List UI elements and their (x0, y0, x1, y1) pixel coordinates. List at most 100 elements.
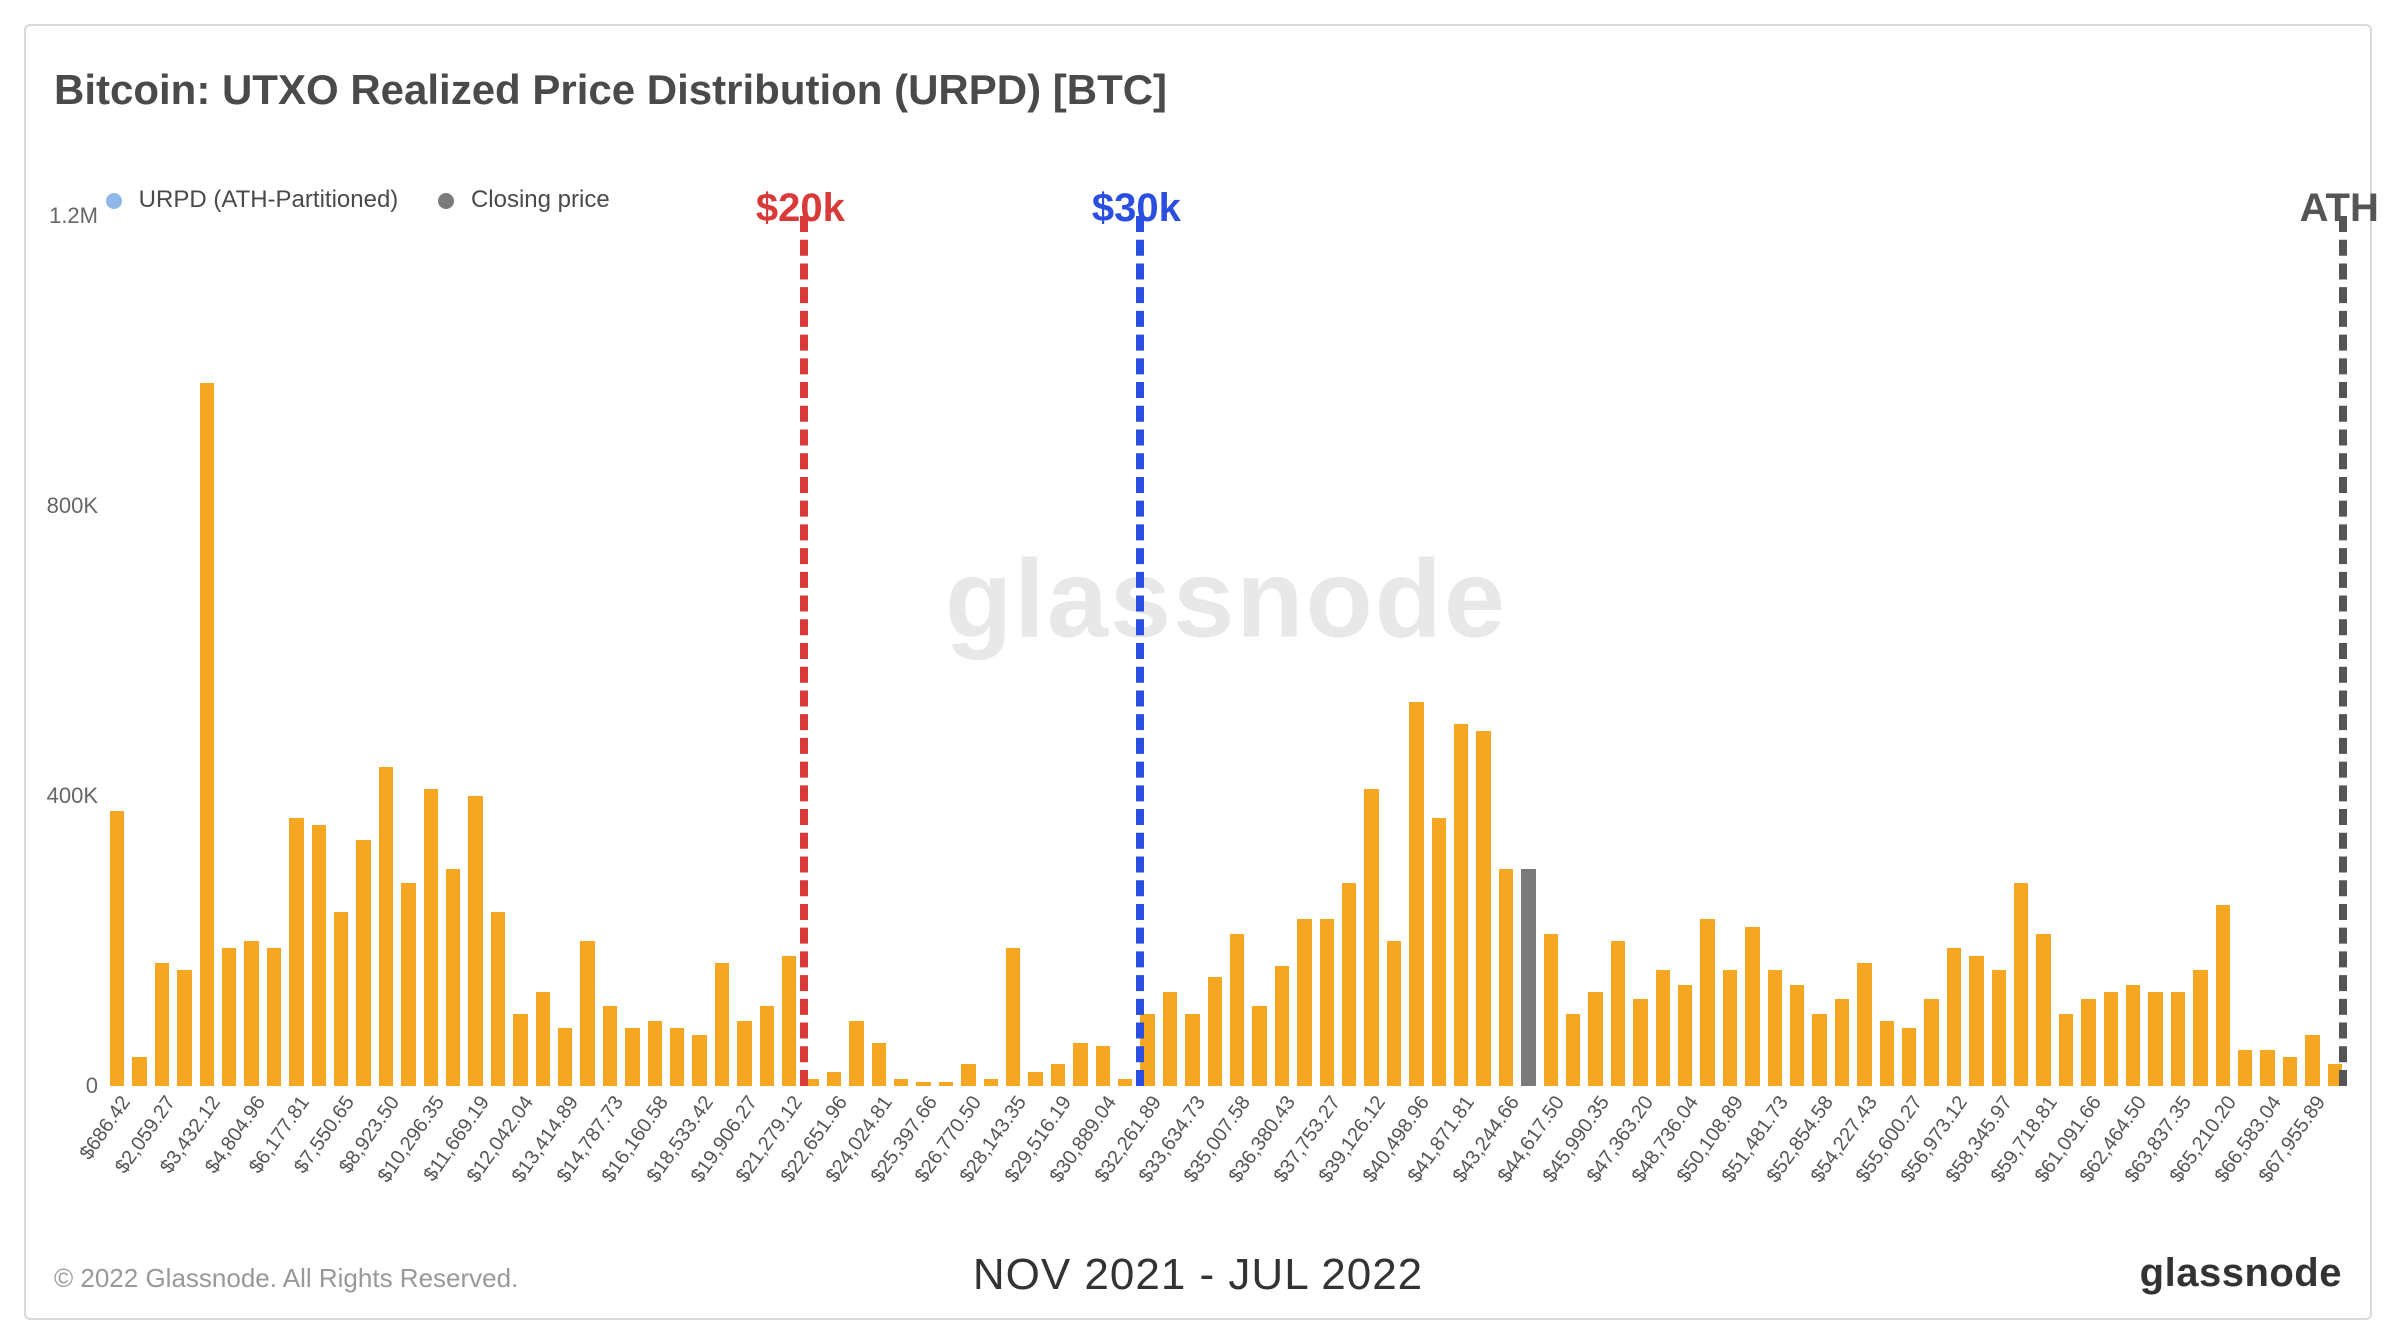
closing-price-bar (1521, 869, 1536, 1087)
bar (110, 811, 125, 1087)
bar (849, 1021, 864, 1086)
bar (1656, 970, 1671, 1086)
bar (1768, 970, 1783, 1086)
bar (1745, 927, 1760, 1087)
marker-label: $20k (756, 186, 845, 231)
watermark-text: glassnode (945, 535, 1507, 662)
bar (2193, 970, 2208, 1086)
bar (356, 840, 371, 1087)
bar (939, 1082, 954, 1086)
brand-text: glassnode (2140, 1251, 2342, 1296)
bar (446, 869, 461, 1087)
bar (872, 1043, 887, 1087)
bar (401, 883, 416, 1086)
bar (222, 948, 237, 1086)
legend-dot-urpd (106, 193, 122, 209)
bar (1028, 1072, 1043, 1087)
bar (1185, 1014, 1200, 1087)
bar (1544, 934, 1559, 1086)
bar (267, 948, 282, 1086)
bar (468, 796, 483, 1086)
bar (1364, 789, 1379, 1086)
bar (1476, 731, 1491, 1086)
bar (1969, 956, 1984, 1087)
bar (2148, 992, 2163, 1086)
bar (1723, 970, 1738, 1086)
bar (1992, 970, 2007, 1086)
bar (670, 1028, 685, 1086)
bar (827, 1072, 842, 1087)
bar (1499, 869, 1514, 1087)
bar (1073, 1043, 1088, 1087)
bar (1835, 999, 1850, 1086)
bar (1924, 999, 1939, 1086)
bar (177, 970, 192, 1086)
bar (289, 818, 304, 1086)
bar (1006, 948, 1021, 1086)
bar (1902, 1028, 1917, 1086)
y-tick-label: 1.2M (49, 203, 98, 229)
bar (737, 1021, 752, 1086)
bar (155, 963, 170, 1086)
bar (603, 1006, 618, 1086)
bar (1880, 1021, 1895, 1086)
y-tick-label: 0 (86, 1073, 98, 1099)
bar (1342, 883, 1357, 1086)
chart-plot-area: glassnode 0400K800K1.2M$686.42$2,059.27$… (106, 216, 2346, 1086)
bar (2171, 992, 2186, 1086)
bar (2014, 883, 2029, 1086)
bar (580, 941, 595, 1086)
bar (1432, 818, 1447, 1086)
bar (1252, 1006, 1267, 1086)
bar (648, 1021, 663, 1086)
bar (558, 1028, 573, 1086)
copyright-text: © 2022 Glassnode. All Rights Reserved. (54, 1263, 518, 1294)
bar (1812, 1014, 1827, 1087)
bar (1857, 963, 1872, 1086)
bar (2216, 905, 2231, 1086)
bar (1163, 992, 1178, 1086)
bar (2059, 1014, 2074, 1087)
marker-line (1136, 216, 1144, 1086)
bar (1633, 999, 1648, 1086)
bar (1566, 1014, 1581, 1087)
bar (2081, 999, 2096, 1086)
bar (1320, 919, 1335, 1086)
bar (1700, 919, 1715, 1086)
bar (1454, 724, 1469, 1087)
bar (1118, 1079, 1133, 1086)
legend-label-closing: Closing price (471, 186, 610, 213)
marker-label: ATH (2300, 186, 2379, 231)
legend-dot-closing (438, 193, 454, 209)
bar (625, 1028, 640, 1086)
marker-line (2339, 216, 2347, 1086)
bar (379, 767, 394, 1086)
bar (334, 912, 349, 1086)
legend-item-closing: Closing price (438, 186, 609, 214)
y-tick-label: 400K (47, 783, 98, 809)
y-tick-label: 800K (47, 493, 98, 519)
bar (916, 1082, 931, 1086)
bar (312, 825, 327, 1086)
bar (132, 1057, 147, 1086)
bar (2238, 1050, 2253, 1086)
bar (1947, 948, 1962, 1086)
bar (491, 912, 506, 1086)
bar (984, 1079, 999, 1086)
bar (782, 956, 797, 1087)
marker-line (800, 216, 808, 1086)
bar (715, 963, 730, 1086)
bar (2104, 992, 2119, 1086)
bar (1588, 992, 1603, 1086)
bar (1409, 702, 1424, 1086)
chart-legend: URPD (ATH-Partitioned) Closing price (106, 186, 610, 214)
bar (692, 1035, 707, 1086)
bar (894, 1079, 909, 1086)
bar (244, 941, 259, 1086)
bar (2126, 985, 2141, 1087)
bar (1678, 985, 1693, 1087)
bar (1790, 985, 1805, 1087)
bar (1208, 977, 1223, 1086)
bar (2283, 1057, 2298, 1086)
bar (2036, 934, 2051, 1086)
